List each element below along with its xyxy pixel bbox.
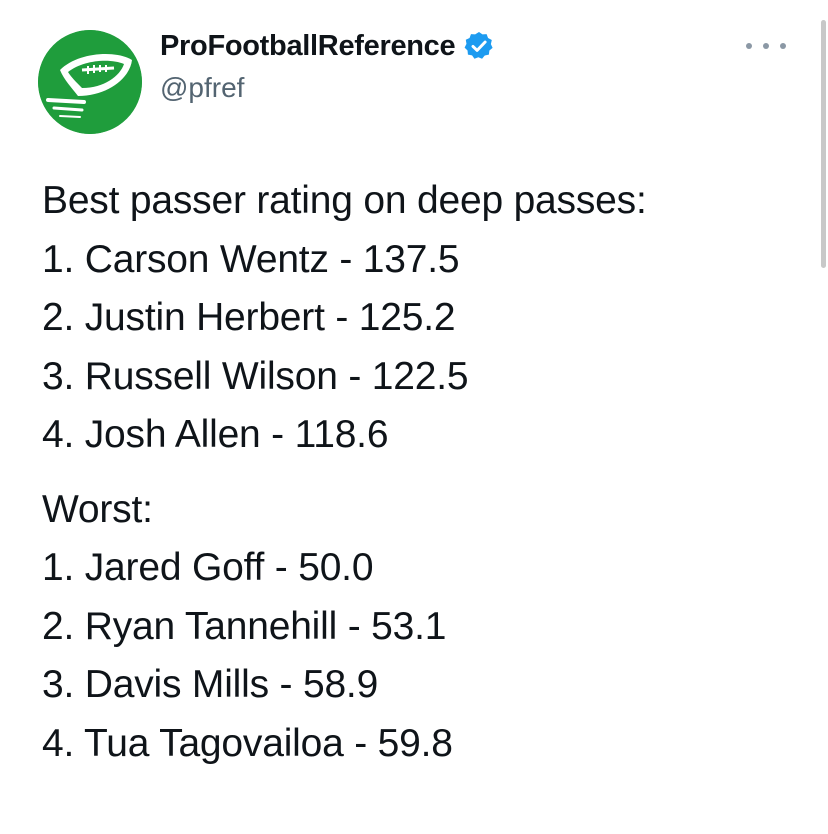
tweet-text: Best passer rating on deep passes: 1. Ca… [42,172,802,773]
worst-list-item: 4. Tua Tagovailoa - 59.8 [42,721,453,765]
more-dot [780,43,786,49]
best-list-item: 1. Carson Wentz - 137.5 [42,237,460,281]
more-dot [746,43,752,49]
worst-list-item: 1. Jared Goff - 50.0 [42,546,374,589]
scrollbar[interactable] [821,20,826,268]
best-list-item: 3. Russell Wilson - 122.5 [42,354,469,398]
best-list-item: 2. Justin Herbert - 125.2 [42,296,456,339]
worst-list-item: 3. Davis Mills - 58.9 [42,663,379,706]
football-logo-icon [38,30,142,134]
author-handle[interactable]: @pfref [160,72,245,103]
avatar[interactable] [38,30,142,134]
verified-badge-icon [463,30,495,62]
author-display-name[interactable]: ProFootballReference [160,29,456,62]
author-name-row: ProFootballReference [160,28,495,64]
best-heading: Best passer rating on deep passes: [42,179,647,222]
more-options-icon[interactable] [746,36,786,56]
worst-heading: Worst: [42,487,153,531]
more-dot [763,43,769,49]
best-list-item: 4. Josh Allen - 118.6 [42,413,389,456]
tweet-author: ProFootballReference @pfref [160,28,495,104]
worst-list-item: 2. Ryan Tannehill - 53.1 [42,604,447,648]
paragraph-gap [42,465,802,481]
